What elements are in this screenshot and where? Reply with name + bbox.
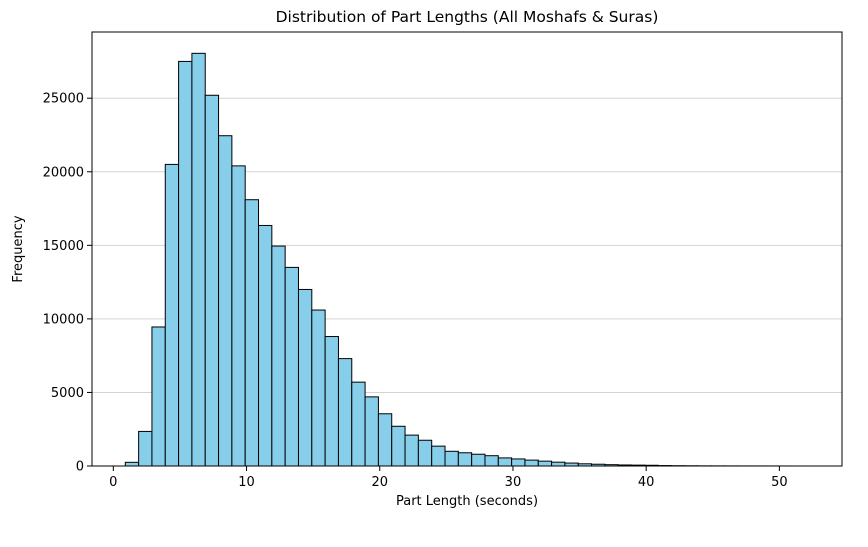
histogram-bar xyxy=(551,461,566,467)
histogram-bar xyxy=(204,94,220,467)
histogram-bar xyxy=(524,459,539,467)
histogram-bar xyxy=(337,358,353,467)
x-tick-label: 10 xyxy=(238,475,255,490)
y-tick-label: 15000 xyxy=(43,239,84,254)
histogram-bar xyxy=(124,461,140,467)
y-axis-ticks: 0 5000 10000 15000 20000 25000 xyxy=(43,92,92,475)
y-axis-label: Frequency xyxy=(11,215,26,282)
x-tick-label: 0 xyxy=(109,475,117,490)
histogram-bar xyxy=(138,430,153,467)
y-tick-label: 10000 xyxy=(43,312,84,327)
histogram-bar xyxy=(457,452,473,467)
x-tick-label: 30 xyxy=(505,475,522,490)
y-tick-label: 5000 xyxy=(51,386,84,401)
histogram-bar xyxy=(351,381,366,467)
y-tick-label: 20000 xyxy=(43,165,84,180)
histogram-bar xyxy=(511,458,526,467)
chart-title: Distribution of Part Lengths (All Moshaf… xyxy=(276,8,659,26)
histogram-bar xyxy=(417,439,433,467)
histogram-bar xyxy=(404,434,419,467)
histogram-bar xyxy=(471,453,486,467)
histogram-bar xyxy=(178,60,193,467)
x-tick-label: 20 xyxy=(371,475,388,490)
histogram-bar xyxy=(151,326,166,467)
histogram-bar xyxy=(311,309,326,467)
histogram-bar xyxy=(164,163,180,467)
histogram-bar xyxy=(231,165,246,467)
histogram-bar xyxy=(271,245,286,467)
histogram-bar xyxy=(284,266,299,467)
plot-frame xyxy=(91,31,843,467)
y-tick-label: 0 xyxy=(76,460,84,475)
x-axis-ticks: 0 10 20 30 40 50 xyxy=(109,466,788,490)
histogram-bar xyxy=(391,425,406,467)
histogram-bar xyxy=(324,336,339,467)
histogram-bar xyxy=(377,413,393,467)
histogram-bar xyxy=(297,288,313,467)
histogram-bars xyxy=(124,52,806,467)
x-tick-label: 50 xyxy=(771,475,788,490)
histogram-bar xyxy=(218,135,233,467)
histogram-bar xyxy=(431,445,446,467)
histogram-bar xyxy=(191,52,206,467)
histogram-bar xyxy=(444,450,459,467)
x-axis-label: Part Length (seconds) xyxy=(396,494,538,509)
histogram-bar xyxy=(484,455,499,467)
histogram-bar xyxy=(537,460,553,467)
histogram-bar xyxy=(497,457,513,467)
x-tick-label: 40 xyxy=(638,475,655,490)
histogram-bar xyxy=(364,396,379,467)
histogram-bar xyxy=(258,224,273,467)
y-tick-label: 25000 xyxy=(43,92,84,107)
histogram-bar xyxy=(244,199,260,467)
